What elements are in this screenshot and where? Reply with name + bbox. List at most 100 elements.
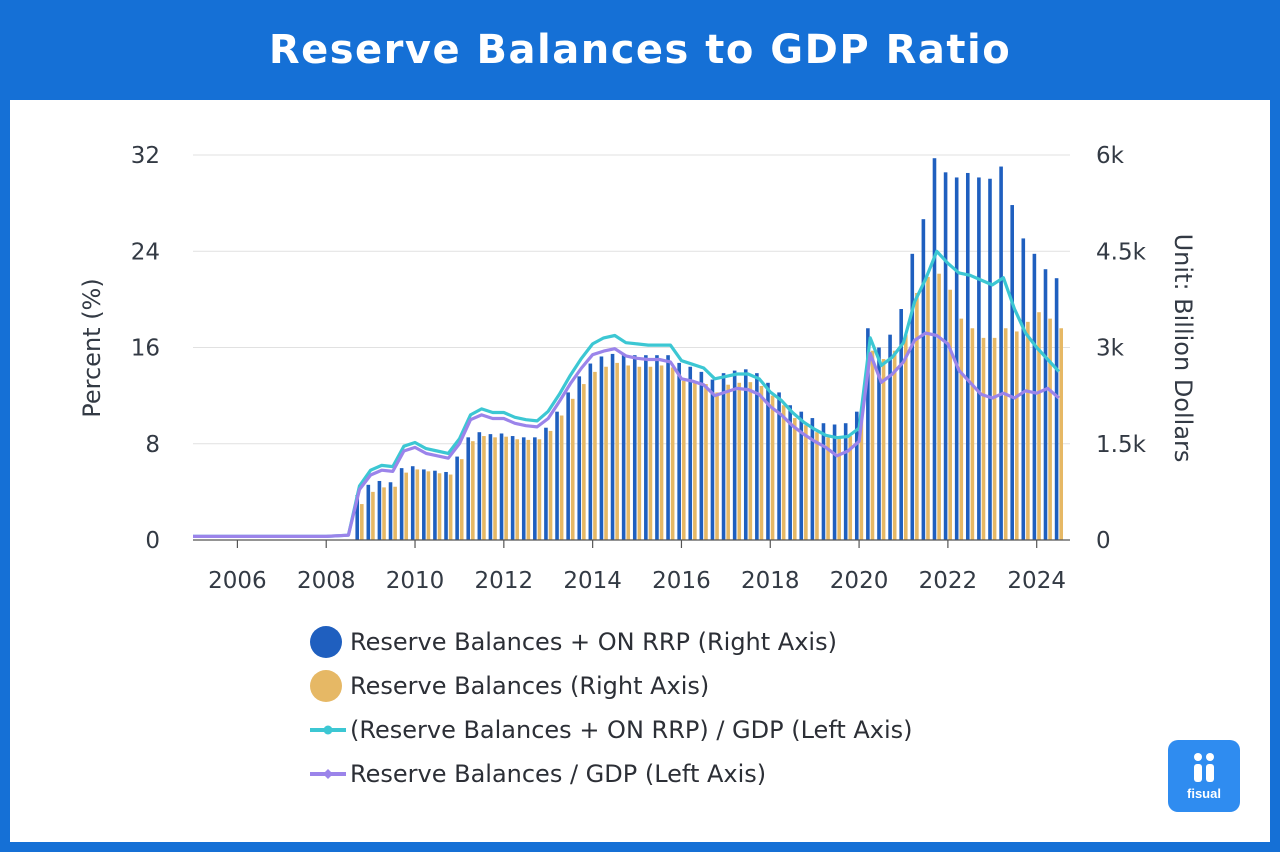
bar-reserve-plus-onrrp <box>755 373 759 540</box>
bar-reserve-balances <box>459 459 464 540</box>
legend-marker-circle-icon <box>310 670 342 702</box>
x-tick-label: 2006 <box>208 568 267 594</box>
bar-reserve-plus-onrrp <box>1010 205 1014 541</box>
bar-reserve-balances <box>715 392 719 540</box>
bar-reserve-plus-onrrp <box>577 376 582 540</box>
legend-item-total-bars[interactable]: Reserve Balances + ON RRP (Right Axis) <box>306 620 913 664</box>
bar-reserve-plus-onrrp <box>510 436 515 540</box>
bar-reserve-plus-onrrp <box>888 334 892 540</box>
bar-reserve-balances <box>615 362 619 540</box>
bar-reserve-plus-onrrp <box>499 433 504 540</box>
x-tick-label: 2020 <box>830 568 889 594</box>
bar-reserve-balances <box>1003 328 1008 540</box>
legend-item-total-line[interactable]: (Reserve Balances + ON RRP) / GDP (Left … <box>306 708 913 752</box>
bar-reserve-balances <box>693 382 697 540</box>
bar-reserve-balances <box>670 367 675 540</box>
bar-reserve-balances <box>770 395 775 540</box>
bar-reserve-plus-onrrp <box>388 482 393 540</box>
bar-reserve-balances <box>382 487 386 540</box>
x-tick-label: 2008 <box>297 568 356 594</box>
legend: Reserve Balances + ON RRP (Right Axis) R… <box>306 620 913 796</box>
bar-reserve-plus-onrrp <box>965 172 970 540</box>
bar-reserve-balances <box>726 384 730 540</box>
bar-reserve-plus-onrrp <box>743 369 748 540</box>
bar-reserve-plus-onrrp <box>444 471 448 540</box>
bar-reserve-balances <box>404 472 409 540</box>
chart-svg: 0 8 16 24 32 0 1.5k 3k 4.5k 6k 2006 2008 2010 2012 201… <box>78 143 1197 594</box>
bar-reserve-plus-onrrp <box>621 355 626 540</box>
bar-reserve-plus-onrrp <box>921 219 926 540</box>
bar-reserve-plus-onrrp <box>988 178 992 540</box>
y-tick-label-left: 24 <box>131 239 160 265</box>
y-tick-label-right: 3k <box>1096 336 1125 362</box>
bar-reserve-plus-onrrp <box>1032 253 1037 541</box>
bar-reserve-balances <box>1026 321 1030 540</box>
bar-reserve-plus-onrrp <box>732 370 737 540</box>
legend-item-reserve-line[interactable]: Reserve Balances / GDP (Left Axis) <box>306 752 913 796</box>
bar-reserve-plus-onrrp <box>410 466 415 540</box>
legend-dot <box>310 626 342 658</box>
bar-reserve-plus-onrrp <box>832 424 837 540</box>
bar-reserve-balances <box>948 289 952 540</box>
bar-reserve-balances <box>837 438 841 540</box>
bar-reserve-balances <box>659 365 664 540</box>
bars-layer <box>355 158 1063 541</box>
bar-reserve-plus-onrrp <box>710 379 715 540</box>
bar-reserve-plus-onrrp <box>355 495 360 540</box>
bar-reserve-balances <box>648 366 653 540</box>
bar-reserve-balances <box>582 384 586 540</box>
bar-reserve-plus-onrrp <box>433 470 437 540</box>
bar-reserve-balances <box>604 366 608 540</box>
x-tick-label: 2018 <box>741 568 800 594</box>
y-tick-label-left: 8 <box>145 432 160 458</box>
bar-reserve-plus-onrrp <box>954 177 959 540</box>
bar-reserve-balances <box>826 437 830 540</box>
bar-reserve-balances <box>593 371 597 540</box>
bar-reserve-plus-onrrp <box>366 484 371 540</box>
bar-reserve-balances <box>737 382 742 540</box>
bar-reserve-balances <box>792 418 797 540</box>
legend-item-reserve-bars[interactable]: Reserve Balances (Right Axis) <box>306 664 913 708</box>
x-tick-label: 2014 <box>563 568 622 594</box>
brand-logo: fisual <box>1168 740 1240 812</box>
bar-reserve-plus-onrrp <box>566 392 570 540</box>
bar-reserve-balances <box>781 405 786 540</box>
bar-reserve-plus-onrrp <box>799 411 804 540</box>
bar-reserve-plus-onrrp <box>1021 238 1026 540</box>
bar-reserve-balances <box>903 334 908 540</box>
bar-reserve-balances <box>926 276 930 540</box>
bar-reserve-balances <box>471 441 475 540</box>
bar-reserve-balances <box>892 350 897 540</box>
bar-reserve-plus-onrrp <box>588 363 593 540</box>
bar-reserve-balances <box>1048 318 1052 540</box>
bar-reserve-plus-onrrp <box>721 373 726 540</box>
bar-reserve-balances <box>959 318 964 540</box>
bar-reserve-plus-onrrp <box>932 158 937 541</box>
bar-reserve-plus-onrrp <box>1054 278 1059 540</box>
bar-reserve-balances <box>637 366 642 540</box>
bar-reserve-balances <box>881 359 886 540</box>
bar-reserve-plus-onrrp <box>599 356 604 540</box>
line-reserve-plus-onrrp-gdp <box>193 249 1061 538</box>
bar-reserve-plus-onrrp <box>533 437 537 540</box>
bar-reserve-plus-onrrp <box>910 253 915 541</box>
bar-reserve-plus-onrrp <box>377 480 382 540</box>
axes: 0 8 16 24 32 0 1.5k 3k 4.5k 6k 2006 2008 2010 2012 201… <box>131 143 1147 594</box>
bar-reserve-plus-onrrp <box>466 437 471 540</box>
legend-label: Reserve Balances + ON RRP (Right Axis) <box>350 628 837 656</box>
bar-reserve-balances <box>360 504 364 540</box>
bar-reserve-balances <box>970 328 975 540</box>
bar-reserve-plus-onrrp <box>699 371 704 540</box>
bar-reserve-plus-onrrp <box>644 355 648 540</box>
bar-reserve-balances <box>437 473 442 540</box>
bar-reserve-balances <box>371 491 375 540</box>
bar-reserve-plus-onrrp <box>866 328 870 540</box>
bar-reserve-plus-onrrp <box>488 434 493 540</box>
bar-reserve-plus-onrrp <box>455 456 459 540</box>
bar-reserve-plus-onrrp <box>555 411 559 540</box>
bar-reserve-plus-onrrp <box>788 405 792 540</box>
fisual-logo-icon <box>1194 752 1214 782</box>
bar-reserve-plus-onrrp <box>766 382 770 540</box>
bar-reserve-plus-onrrp <box>477 432 482 540</box>
bar-reserve-plus-onrrp <box>544 427 548 540</box>
